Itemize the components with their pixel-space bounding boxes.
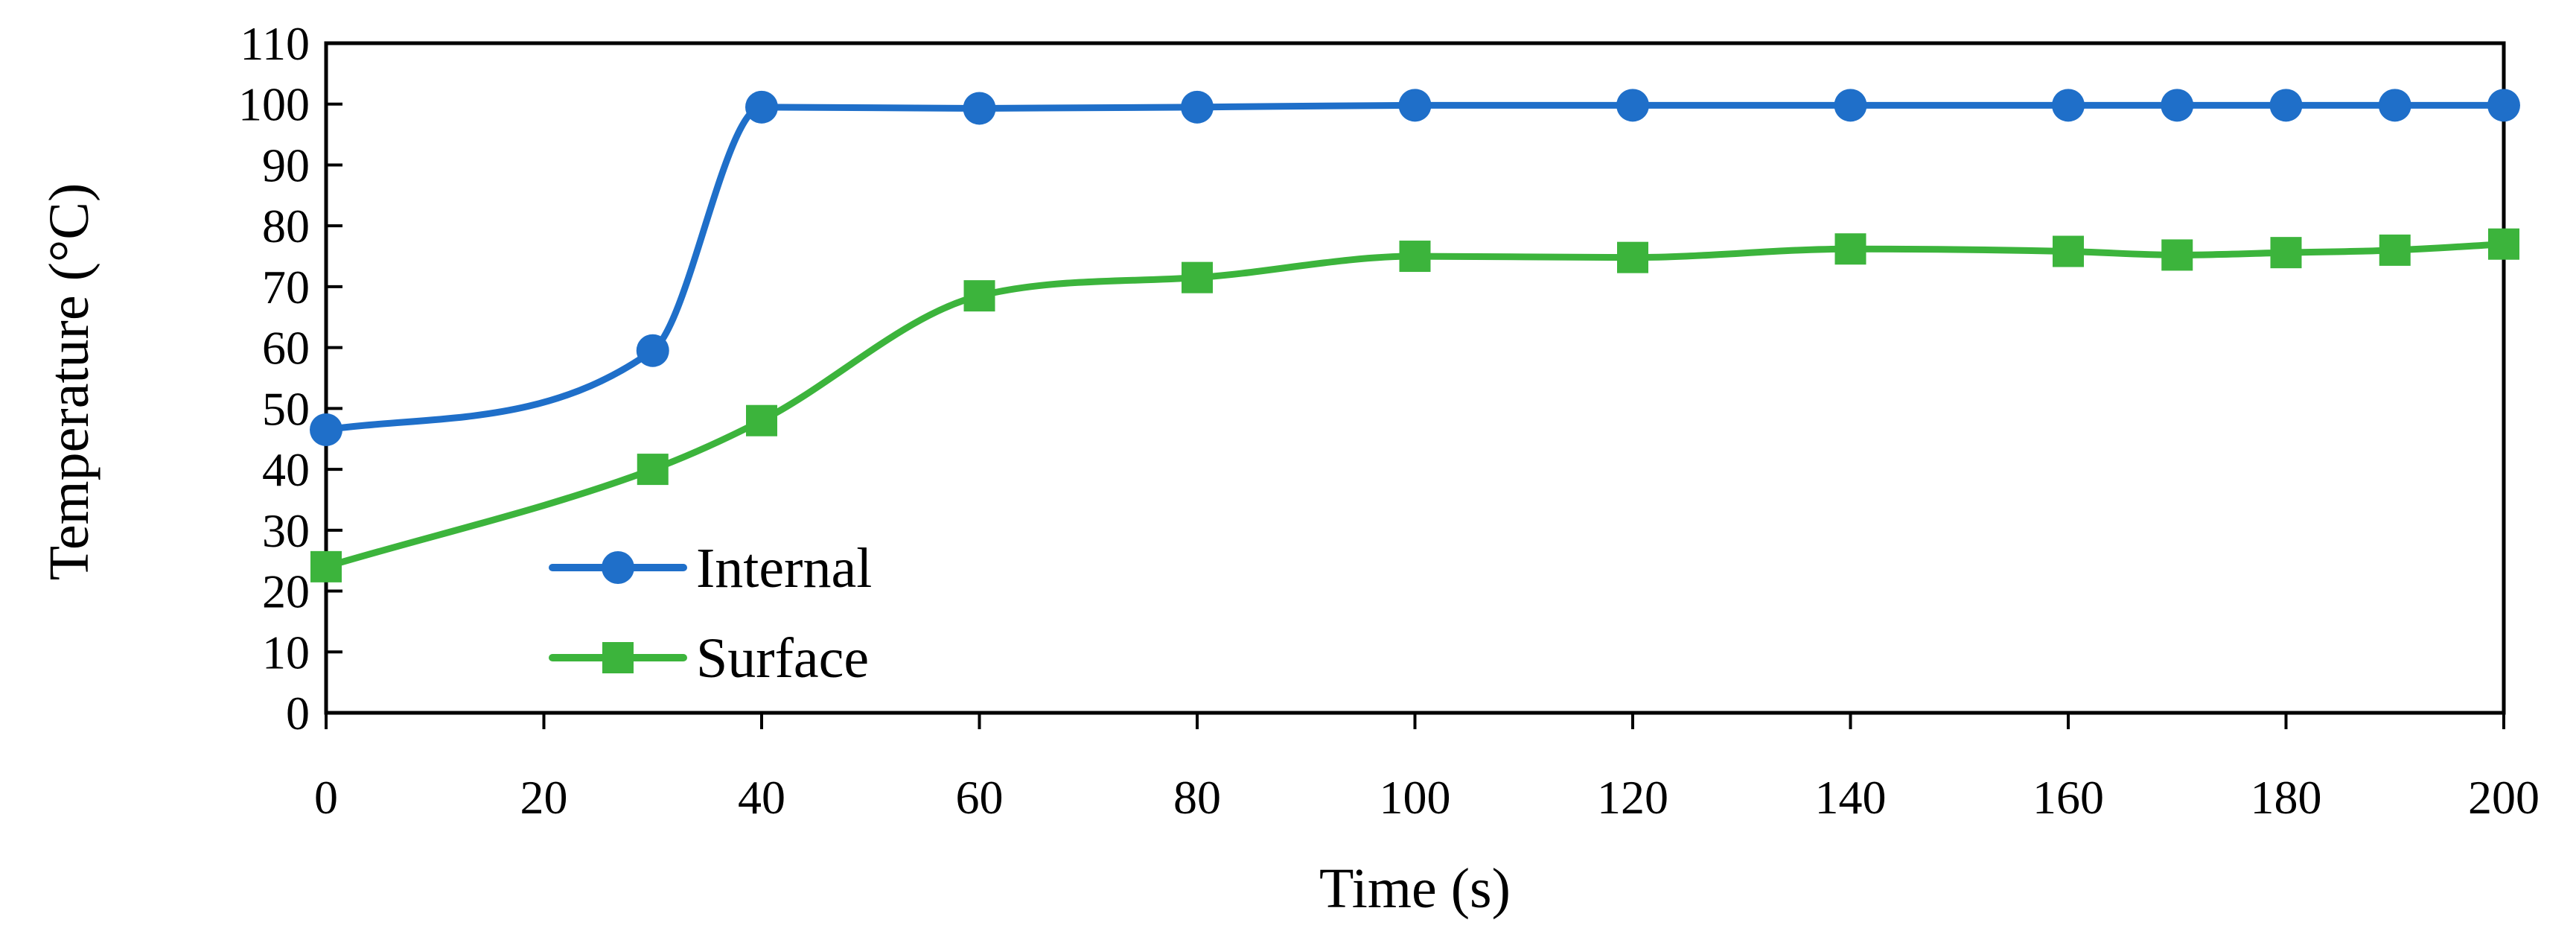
x-tick-label: 100 [1380, 771, 1451, 824]
x-tick-label: 0 [314, 771, 338, 824]
data-point-internal [1834, 89, 1867, 122]
data-point-surface [2488, 228, 2519, 260]
legend-label: Internal [696, 537, 872, 600]
y-tick-label: 110 [240, 17, 310, 70]
data-point-internal [310, 413, 342, 446]
data-point-internal [2161, 89, 2194, 122]
series-internal [310, 89, 2520, 446]
legend-item-surface: Surface [549, 627, 869, 690]
y-tick-label: 90 [262, 139, 310, 191]
series-layer [310, 89, 2520, 582]
x-tick-label: 140 [1815, 771, 1887, 824]
y-tick-label: 20 [262, 565, 310, 618]
legend-marker [602, 642, 634, 673]
data-point-surface [637, 454, 669, 486]
data-point-surface [2053, 235, 2084, 267]
y-tick-label: 60 [262, 322, 310, 375]
y-tick-label: 100 [238, 78, 310, 131]
data-point-internal [636, 334, 669, 367]
y-tick-label: 0 [286, 687, 310, 740]
legend-label: Surface [696, 627, 869, 690]
data-point-surface [310, 550, 342, 582]
x-axis-ticks: 0 20 40 60 80 100 120 140 160 180 200 [314, 713, 2540, 824]
data-point-surface [1834, 233, 1866, 265]
data-point-internal [2378, 89, 2411, 122]
plot-border [324, 41, 2506, 715]
data-point-surface [1617, 241, 1648, 273]
data-point-internal [745, 90, 778, 124]
data-point-internal [963, 92, 996, 125]
series-surface [310, 228, 2519, 582]
data-point-surface [2270, 237, 2302, 269]
data-point-surface [2161, 239, 2193, 271]
data-point-surface [1182, 261, 1213, 293]
data-point-internal [1398, 89, 1432, 122]
plot-frame [324, 41, 2506, 715]
y-tick-label: 70 [262, 261, 310, 314]
y-tick-label: 10 [262, 626, 310, 679]
legend-marker [602, 551, 634, 584]
legend: Internal Surface [549, 537, 872, 690]
y-axis-title: Temperature (°C) [38, 183, 101, 581]
x-tick-label: 20 [520, 771, 568, 824]
y-tick-label: 50 [262, 382, 310, 435]
data-point-surface [746, 404, 777, 436]
data-point-internal [1616, 89, 1649, 122]
x-tick-label: 120 [1597, 771, 1668, 824]
x-tick-label: 200 [2468, 771, 2540, 824]
data-point-surface [1399, 241, 1431, 273]
data-point-internal [1181, 90, 1214, 124]
series-line-internal [322, 101, 2508, 434]
data-point-surface [2379, 234, 2411, 266]
x-axis-title: Time (s) [1319, 857, 1511, 920]
y-axis-ticks: 0 10 20 30 40 50 60 70 80 90 100 110 [238, 17, 342, 740]
data-point-internal [2487, 89, 2520, 122]
data-point-internal [2269, 89, 2303, 122]
legend-item-internal: Internal [549, 537, 872, 600]
y-tick-label: 40 [262, 443, 310, 496]
x-tick-label: 60 [956, 771, 1004, 824]
data-point-internal [2052, 89, 2085, 122]
data-point-surface [963, 280, 995, 312]
x-tick-label: 40 [738, 771, 785, 824]
y-tick-label: 30 [262, 504, 310, 557]
x-tick-label: 80 [1173, 771, 1221, 824]
x-tick-label: 180 [2251, 771, 2322, 824]
x-tick-label: 160 [2033, 771, 2104, 824]
series-line-surface [322, 241, 2508, 571]
y-tick-label: 80 [262, 200, 310, 253]
